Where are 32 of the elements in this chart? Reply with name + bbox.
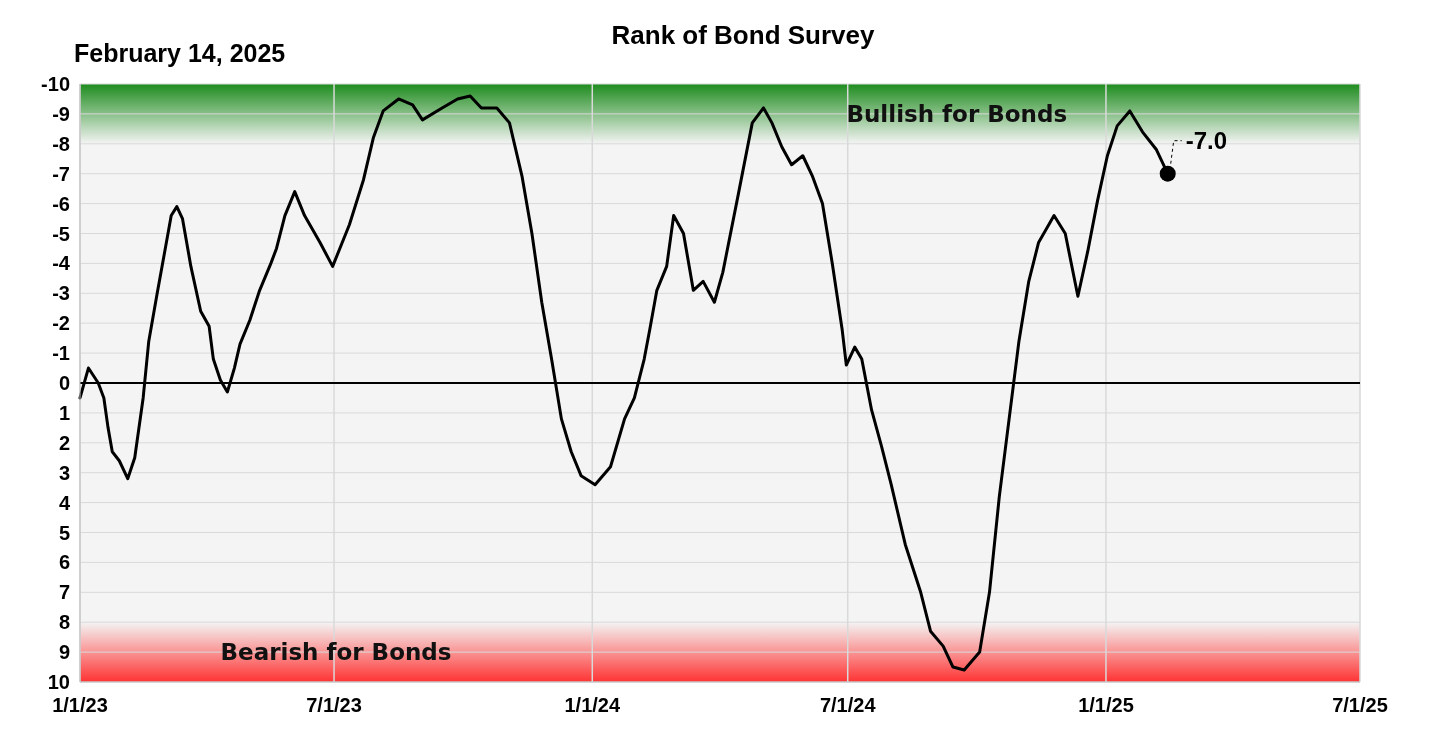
y-tick-label: 5	[58, 521, 70, 544]
chart-title: Rank of Bond Survey	[611, 20, 875, 50]
y-tick-label: 4	[58, 491, 71, 514]
y-tick-label: -5	[52, 222, 70, 245]
y-tick-label: 6	[58, 551, 70, 574]
y-tick-label: -6	[52, 192, 70, 215]
y-tick-label: 0	[58, 372, 70, 394]
y-tick-label: 10	[47, 671, 70, 693]
x-tick-label: 7/1/24	[819, 694, 877, 716]
x-tick-label: 1/1/23	[52, 694, 108, 716]
y-tick-label: -10	[41, 73, 70, 95]
y-tick-label: -8	[52, 132, 70, 155]
y-tick-label: -1	[52, 342, 70, 365]
y-tick-label: -3	[52, 282, 70, 305]
y-tick-label: 3	[58, 461, 70, 484]
x-tick-label: 1/1/24	[564, 694, 621, 716]
y-tick-label: 7	[58, 581, 70, 604]
x-tick-label: 7/1/23	[306, 694, 362, 716]
y-tick-label: 2	[58, 431, 70, 454]
y-tick-label: -7	[52, 162, 70, 185]
y-tick-label: 9	[58, 641, 70, 664]
y-tick-label: -9	[52, 102, 70, 125]
y-tick-label: -4	[52, 252, 71, 275]
y-tick-label: -2	[52, 312, 70, 335]
band-label: Bearish for Bonds	[220, 639, 452, 666]
x-tick-label: 7/1/25	[1332, 694, 1388, 716]
y-tick-label: 8	[58, 611, 70, 634]
annotation: -7.0	[1185, 126, 1228, 154]
chart-subtitle: February 14, 2025	[74, 39, 286, 67]
band-label: Bullish for Bonds	[846, 100, 1068, 127]
y-tick-label: 1	[58, 401, 70, 424]
x-tick-label: 1/1/25	[1078, 694, 1134, 716]
